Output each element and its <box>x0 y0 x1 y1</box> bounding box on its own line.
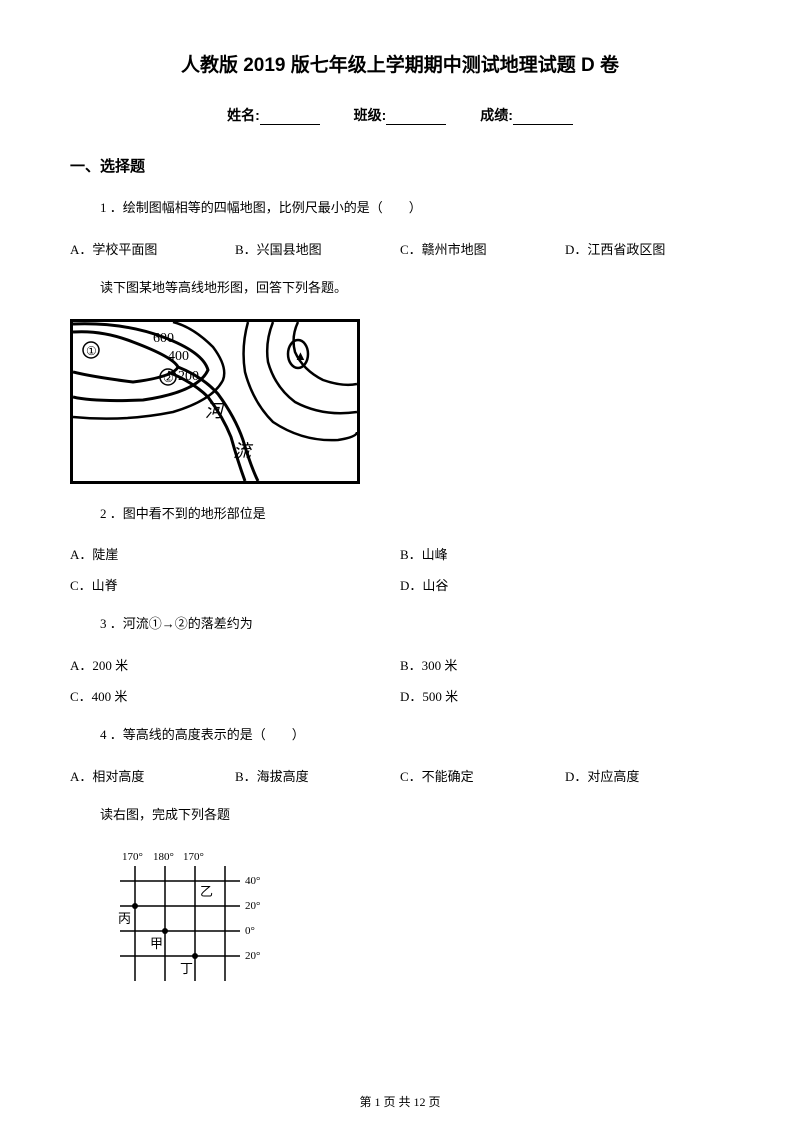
grid-figure: 170° 180° 170° 40° 20° 0° 20° 乙 丙 甲 丁 <box>70 846 730 986</box>
grid-map: 170° 180° 170° 40° 20° 0° 20° 乙 丙 甲 丁 <box>100 846 280 986</box>
svg-text:400: 400 <box>168 349 189 364</box>
q3-option-a: A．200 米 <box>70 655 400 674</box>
q2-option-a: A．陡崖 <box>70 544 400 563</box>
svg-text:600: 600 <box>153 331 174 346</box>
svg-text:20°: 20° <box>245 900 260 912</box>
contour-figure: ▲ 600 400 200 ① ② 河 流 <box>70 319 730 484</box>
svg-text:流: 流 <box>233 441 254 461</box>
q3-option-c: C．400 米 <box>70 686 400 705</box>
q4-option-d: D．对应高度 <box>565 766 730 785</box>
q2-option-b: B．山峰 <box>400 544 730 563</box>
page-footer: 第 1 页 共 12 页 <box>0 1093 800 1110</box>
svg-text:0°: 0° <box>245 925 255 937</box>
q1-option-d: D．江西省政区图 <box>565 239 730 258</box>
score-label: 成绩: <box>480 107 513 123</box>
q1-option-a: A．学校平面图 <box>70 239 235 258</box>
q4-option-a: A．相对高度 <box>70 766 235 785</box>
question-3-options: A．200 米 B．300 米 C．400 米 D．500 米 <box>70 655 730 717</box>
svg-text:河: 河 <box>205 401 226 421</box>
section-1-title: 一、选择题 <box>70 155 730 176</box>
question-4: 4 ．等高线的高度表示的是（ ） <box>100 725 730 746</box>
score-blank <box>513 111 573 125</box>
q3-option-b: B．300 米 <box>400 655 730 674</box>
question-3: 3 ．河流①→②的落差约为 <box>100 614 730 635</box>
name-blank <box>260 111 320 125</box>
svg-text:①: ① <box>86 344 97 358</box>
contour-map: ▲ 600 400 200 ① ② 河 流 <box>70 319 360 484</box>
intro-5: 读右图，完成下列各题 <box>100 805 730 826</box>
intro-2: 读下图某地等高线地形图，回答下列各题。 <box>100 278 730 299</box>
svg-text:170°: 170° <box>183 851 204 863</box>
q2-option-c: C．山脊 <box>70 575 400 594</box>
svg-text:40°: 40° <box>245 875 260 887</box>
class-label: 班级: <box>354 107 387 123</box>
student-info: 姓名: 班级: 成绩: <box>70 105 730 125</box>
svg-text:170°: 170° <box>122 851 143 863</box>
svg-text:180°: 180° <box>153 851 174 863</box>
q1-option-b: B．兴国县地图 <box>235 239 400 258</box>
class-blank <box>386 111 446 125</box>
svg-text:甲: 甲 <box>150 936 163 951</box>
question-1-options: A．学校平面图 B．兴国县地图 C．赣州市地图 D．江西省政区图 <box>70 239 730 258</box>
page-title: 人教版 2019 版七年级上学期期中测试地理试题 D 卷 <box>70 50 730 77</box>
svg-text:乙: 乙 <box>200 884 213 899</box>
svg-text:丙: 丙 <box>118 911 131 926</box>
q1-option-c: C．赣州市地图 <box>400 239 565 258</box>
svg-text:20°: 20° <box>245 950 260 962</box>
question-4-options: A．相对高度 B．海拔高度 C．不能确定 D．对应高度 <box>70 766 730 785</box>
q3-option-d: D．500 米 <box>400 686 730 705</box>
q4-option-b: B．海拔高度 <box>235 766 400 785</box>
q2-option-d: D．山谷 <box>400 575 730 594</box>
svg-text:200: 200 <box>178 369 199 384</box>
question-2-options: A．陡崖 B．山峰 C．山脊 D．山谷 <box>70 544 730 606</box>
peak-icon: ▲ <box>294 348 307 363</box>
question-1: 1 ．绘制图幅相等的四幅地图，比例尺最小的是（ ） <box>100 198 730 219</box>
svg-text:丁: 丁 <box>180 961 193 976</box>
question-2: 2 ．图中看不到的地形部位是 <box>100 504 730 525</box>
name-label: 姓名: <box>227 107 260 123</box>
svg-text:②: ② <box>163 371 174 385</box>
q4-option-c: C．不能确定 <box>400 766 565 785</box>
